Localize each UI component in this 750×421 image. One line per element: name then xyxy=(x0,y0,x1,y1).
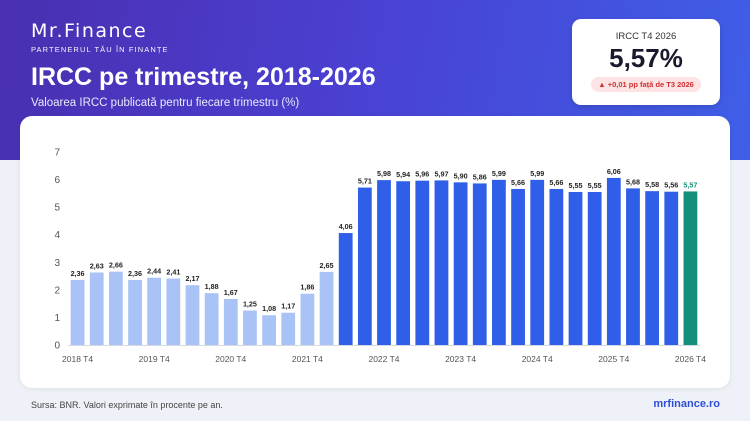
bar xyxy=(377,180,391,345)
source-note: Sursa: BNR. Valori exprimate în procente… xyxy=(31,400,223,410)
bar-value-label: 5,94 xyxy=(396,170,410,179)
bar xyxy=(70,279,85,345)
bar-value-label: 5,99 xyxy=(530,169,544,178)
bar xyxy=(492,179,506,345)
bar xyxy=(204,293,219,345)
x-tick-label: 2024 T4 xyxy=(522,354,553,364)
x-tick-label: 2026 T4 xyxy=(675,354,706,364)
page-subtitle: Valoarea IRCC publicată pentru fiecare t… xyxy=(31,97,300,109)
bar xyxy=(434,180,449,345)
bar-value-label: 5,99 xyxy=(492,169,506,178)
bar-value-label: 5,71 xyxy=(358,177,372,186)
bar-value-label: 5,55 xyxy=(588,181,602,190)
bar-value-label: 2,36 xyxy=(71,269,85,278)
bar-value-label: 5,66 xyxy=(511,178,525,187)
brand-tagline: PARTENERUL TĂU ÎN FINANȚE xyxy=(31,45,169,54)
x-tick-label: 2018 T4 xyxy=(62,354,93,364)
x-tick-label: 2023 T4 xyxy=(445,354,476,364)
bar xyxy=(606,177,621,345)
bar-value-label: 1,86 xyxy=(300,283,314,292)
brand-logo[interactable]: Mr.Finance PARTENERUL TĂU ÎN FINANȚE xyxy=(31,20,169,54)
y-tick-label: 6 xyxy=(54,175,60,186)
bar xyxy=(530,179,545,345)
website-link[interactable]: mrfinance.ro xyxy=(653,398,720,410)
bar xyxy=(319,271,334,345)
bar xyxy=(166,278,181,345)
chart-card: 0 1 2 3 4 5 6 7 2,36 2,63 2,66 2,36 2,44 2,41 2,17 1,88… xyxy=(20,116,730,388)
bar-value-label: 2,63 xyxy=(90,261,104,270)
bar xyxy=(243,310,257,345)
bar-chart: 0 1 2 3 4 5 6 7 2,36 2,63 2,66 2,36 2,44 2,41 2,17 1,88… xyxy=(54,148,706,365)
bar-value-label: 5,86 xyxy=(473,172,487,181)
kpi-value: 5,57% xyxy=(609,43,683,73)
bar-value-label: 5,98 xyxy=(377,169,391,178)
bar-value-label: 5,58 xyxy=(645,180,659,189)
bar xyxy=(568,191,583,345)
bar xyxy=(549,188,564,345)
bar-value-label: 1,67 xyxy=(224,288,238,297)
bar xyxy=(300,293,315,345)
kpi-card: IRCC T4 2026 5,57% ▲ +0,01 pp față de T3… xyxy=(572,19,720,105)
bar xyxy=(511,188,525,345)
bar-value-label: 4,06 xyxy=(339,222,353,231)
y-tick-label: 1 xyxy=(54,313,60,324)
bar-value-label: 5,90 xyxy=(454,171,468,180)
kpi-label: IRCC T4 2026 xyxy=(615,31,677,42)
bar-value-label: 2,65 xyxy=(320,261,334,270)
bar-value-label: 5,66 xyxy=(549,178,563,187)
y-tick-label: 4 xyxy=(54,230,60,241)
bar xyxy=(357,187,372,345)
y-tick-label: 7 xyxy=(54,148,60,159)
bar-value-label: 2,44 xyxy=(147,267,161,276)
bar xyxy=(89,272,104,345)
bar-value-label: 5,57 xyxy=(683,180,697,189)
bar-value-label: 2,36 xyxy=(128,269,142,278)
kpi-change-badge: ▲ +0,01 pp față de T3 2026 xyxy=(591,77,701,92)
x-tick-label: 2025 T4 xyxy=(598,354,629,364)
bar-value-label: 5,68 xyxy=(626,177,640,186)
x-tick-label: 2021 T4 xyxy=(292,354,323,364)
y-tick-label: 0 xyxy=(54,341,60,352)
bar-value-label: 5,97 xyxy=(434,169,448,178)
bar-value-label: 1,08 xyxy=(262,304,276,313)
bar xyxy=(223,298,238,345)
bar xyxy=(396,181,411,345)
y-tick-label: 2 xyxy=(54,285,60,296)
bar xyxy=(587,191,602,345)
x-tick-label: 2019 T4 xyxy=(139,354,170,364)
bar-value-label: 1,25 xyxy=(243,300,257,309)
bar-value-label: 1,88 xyxy=(205,282,219,291)
page-title: IRCC pe trimestre, 2018-2026 xyxy=(31,63,376,91)
bar xyxy=(338,233,353,345)
bar-value-label: 2,17 xyxy=(185,274,199,283)
bar xyxy=(262,315,276,345)
bar-value-label: 5,96 xyxy=(415,170,429,179)
bar xyxy=(664,191,679,345)
brand-name: Mr.Finance xyxy=(31,20,148,42)
bar xyxy=(626,188,640,345)
bar-value-label: 2,66 xyxy=(109,261,123,270)
y-tick-label: 5 xyxy=(54,203,60,214)
bar xyxy=(128,279,142,345)
bar xyxy=(108,271,123,345)
bar xyxy=(472,183,487,345)
bar xyxy=(281,312,296,345)
bar-value-label: 1,17 xyxy=(281,302,295,311)
x-tick-label: 2020 T4 xyxy=(215,354,246,364)
bar-value-label: 6,06 xyxy=(607,167,621,176)
bar-value-label: 5,56 xyxy=(664,181,678,190)
y-tick-label: 3 xyxy=(54,258,60,269)
bar xyxy=(683,191,698,345)
bar-value-label: 5,55 xyxy=(569,181,583,190)
bar xyxy=(645,191,660,345)
bar xyxy=(415,180,430,345)
x-tick-label: 2022 T4 xyxy=(368,354,399,364)
bar-value-label: 2,41 xyxy=(166,268,180,277)
bar xyxy=(185,285,200,345)
bar xyxy=(453,182,468,345)
bar xyxy=(147,277,162,345)
